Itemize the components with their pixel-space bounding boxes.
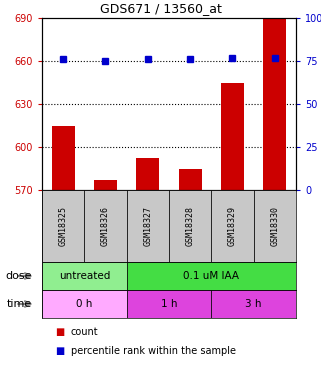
Text: untreated: untreated	[59, 271, 110, 281]
Text: time: time	[7, 299, 32, 309]
Text: percentile rank within the sample: percentile rank within the sample	[71, 346, 236, 356]
Text: GSM18328: GSM18328	[186, 206, 195, 246]
Bar	[127, 190, 169, 262]
Bar	[42, 190, 84, 262]
Bar	[52, 126, 75, 190]
Text: 0.1 uM IAA: 0.1 uM IAA	[183, 271, 239, 281]
Text: ■: ■	[55, 327, 64, 338]
Bar	[136, 159, 160, 190]
Text: 1 h: 1 h	[161, 299, 177, 309]
Bar	[178, 168, 202, 190]
Text: count: count	[71, 327, 99, 338]
Bar	[221, 82, 244, 190]
Bar	[211, 290, 296, 318]
Text: 3 h: 3 h	[246, 299, 262, 309]
Text: GSM18325: GSM18325	[59, 206, 68, 246]
Text: GSM18329: GSM18329	[228, 206, 237, 246]
Bar	[254, 190, 296, 262]
Bar	[42, 290, 127, 318]
Text: 0 h: 0 h	[76, 299, 92, 309]
Bar	[127, 290, 211, 318]
Bar	[42, 262, 127, 290]
Text: ■: ■	[55, 346, 64, 356]
Bar	[84, 190, 127, 262]
Text: GSM18326: GSM18326	[101, 206, 110, 246]
Bar	[169, 190, 211, 262]
Bar	[263, 18, 286, 190]
Text: GSM18327: GSM18327	[143, 206, 152, 246]
Text: GSM18330: GSM18330	[270, 206, 279, 246]
Bar	[94, 180, 117, 190]
Bar	[211, 190, 254, 262]
Bar	[127, 262, 296, 290]
Text: GDS671 / 13560_at: GDS671 / 13560_at	[100, 2, 221, 15]
Text: dose: dose	[6, 271, 32, 281]
